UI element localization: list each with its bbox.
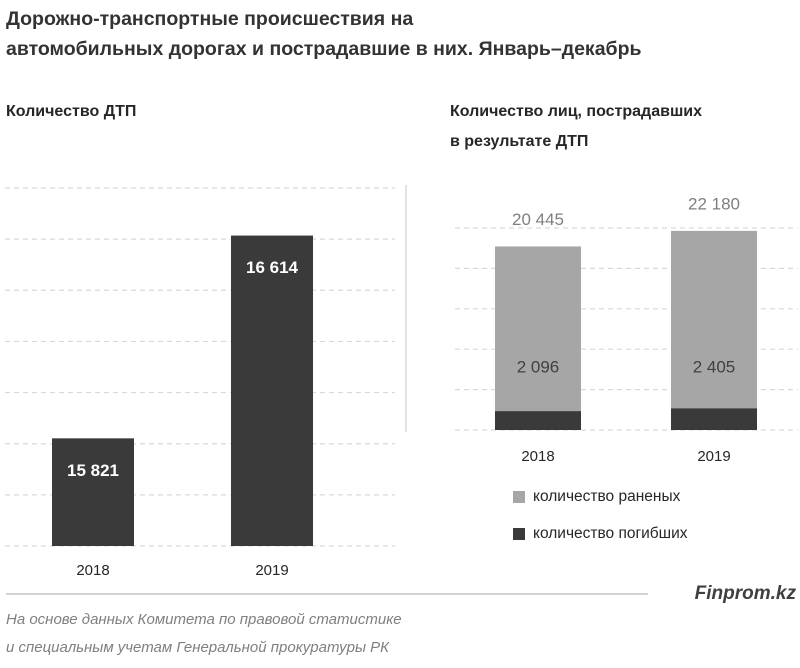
legend-label: количество раненых	[533, 488, 681, 505]
x-tick-label: 2019	[697, 448, 730, 465]
x-tick-label: 2019	[255, 562, 288, 579]
title-line: автомобильных дорогах и пострадавшие в н…	[6, 38, 641, 60]
source: Finprom.kz	[695, 583, 797, 604]
bar	[495, 411, 581, 430]
chart-subtitle: в результате ДТП	[450, 133, 588, 150]
legend-label: количество погибших	[533, 525, 688, 542]
x-tick-label: 2018	[76, 562, 109, 579]
bar	[671, 408, 757, 430]
note-line: и специальным учетам Генеральной прокура…	[6, 639, 390, 656]
chart-subtitle: Количество лиц, пострадавших	[450, 103, 702, 120]
bar	[671, 230, 757, 430]
bar	[231, 235, 313, 546]
note-line: На основе данных Комитета по правовой ст…	[6, 611, 402, 628]
value-label: 16 614	[246, 258, 299, 277]
value-label: 2 405	[693, 357, 736, 376]
value-label: 15 821	[67, 461, 119, 480]
x-tick-label: 2018	[521, 448, 554, 465]
title-line: Дорожно-транспортные происшествия на	[6, 8, 413, 30]
legend-swatch	[513, 528, 525, 540]
value-label: 20 445	[512, 210, 564, 229]
bar	[52, 438, 134, 546]
chart-subtitle: Количество ДТП	[6, 103, 136, 120]
value-label: 22 180	[688, 194, 740, 213]
value-label: 2 096	[517, 357, 560, 376]
legend-swatch	[513, 491, 525, 503]
bar	[495, 246, 581, 430]
